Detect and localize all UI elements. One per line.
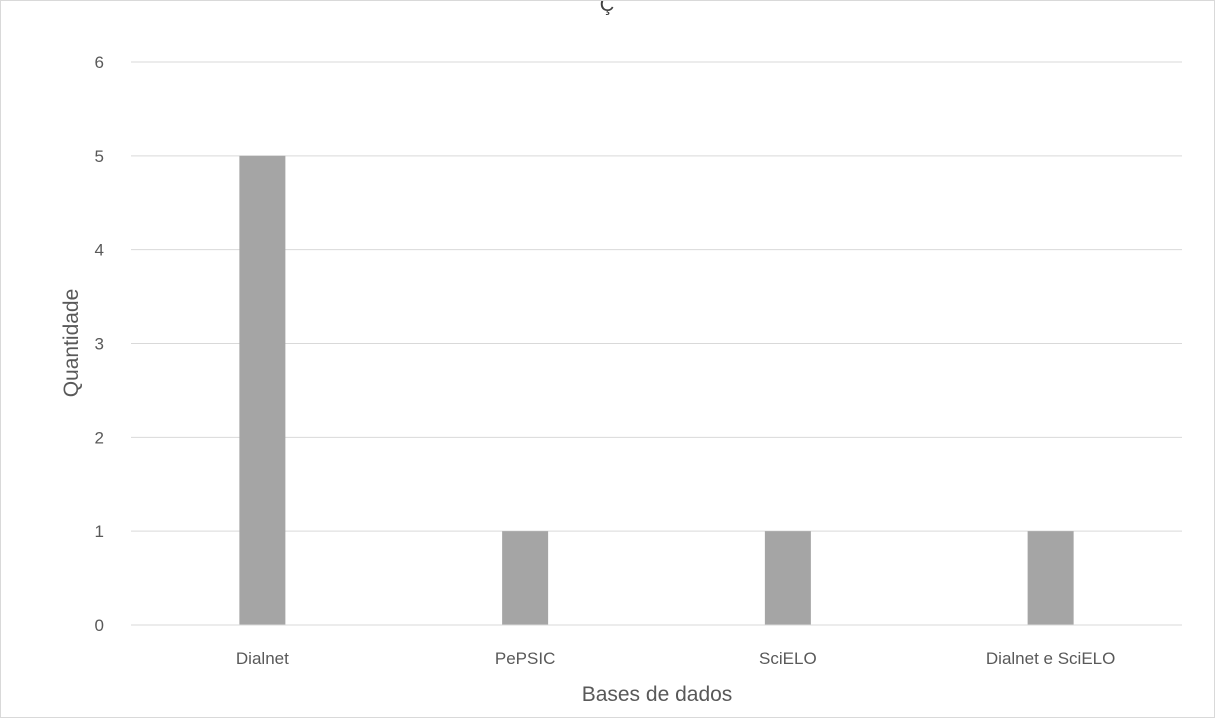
bar-dialnet: [239, 155, 286, 626]
bars: [239, 155, 1074, 626]
y-tick-label: 2: [95, 428, 104, 447]
x-tick-label: SciELO: [759, 649, 817, 668]
y-tick-label: 5: [95, 147, 104, 166]
y-tick-label: 3: [95, 335, 104, 354]
gridlines: [131, 61, 1182, 532]
x-axis-title: Bases de dados: [582, 683, 733, 706]
bar-dialnet-e-scielo: [1027, 531, 1074, 625]
x-tick-label: PePSIC: [495, 649, 555, 668]
y-tick-label: 4: [95, 241, 104, 260]
x-tick-label: Dialnet e SciELO: [986, 649, 1115, 668]
bar-pepsic: [502, 531, 549, 625]
y-tick-label: 0: [95, 616, 104, 635]
y-axis-ticks: 0 1 2 3 4 5 6: [95, 53, 104, 635]
x-axis-ticks: Dialnet PePSIC SciELO Dialnet e SciELO: [236, 649, 1115, 668]
y-tick-label: 6: [95, 53, 104, 72]
y-axis-title: Quantidade: [60, 289, 83, 398]
chart-title: Ç: [600, 1, 614, 16]
x-tick-label: Dialnet: [236, 649, 289, 668]
y-tick-label: 1: [95, 522, 104, 541]
bar-scielo: [764, 531, 811, 625]
